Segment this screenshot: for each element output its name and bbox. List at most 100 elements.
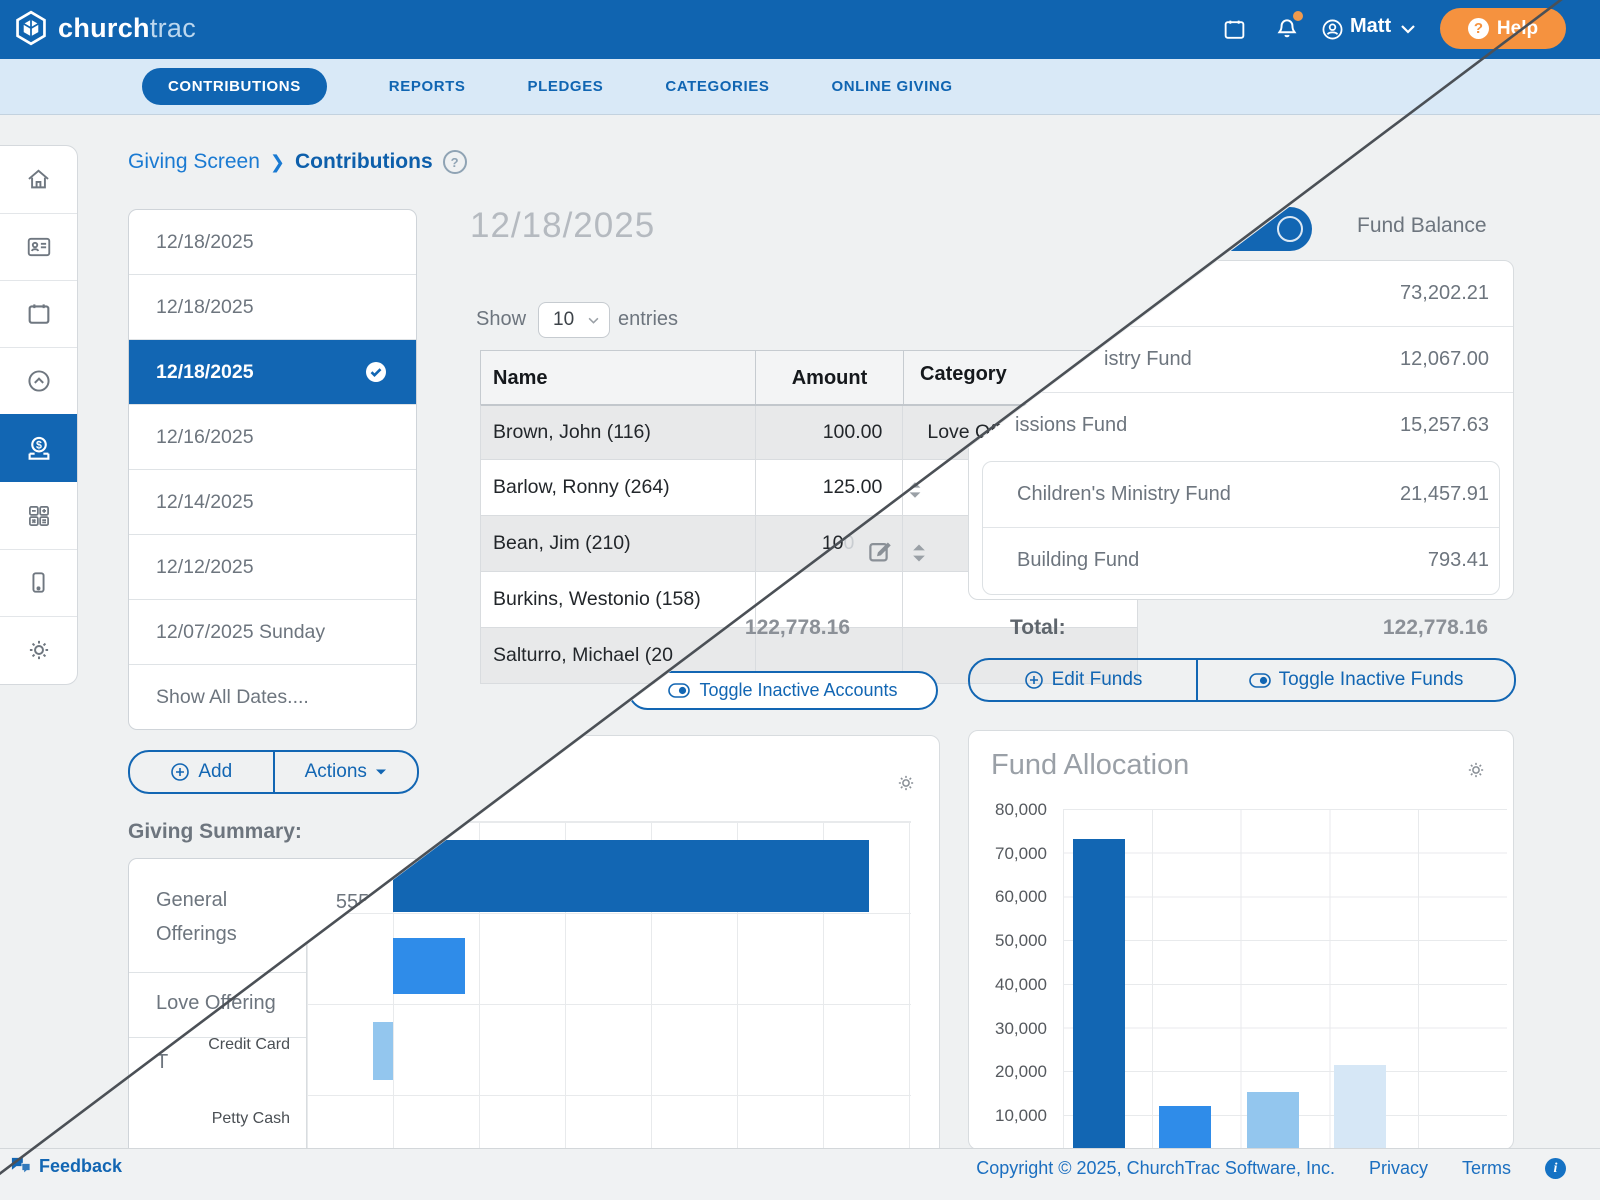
- churchtrac-logo-icon: [12, 9, 50, 47]
- edit-funds-button[interactable]: Edit Funds: [970, 660, 1196, 700]
- sidebar-item-calendar[interactable]: [0, 280, 77, 348]
- help-button[interactable]: ? Help: [1440, 8, 1566, 49]
- y-axis-tick: 80,000: [995, 800, 1047, 819]
- accounting-icon: [28, 505, 49, 526]
- y-axis-tick: 70,000: [995, 844, 1047, 863]
- date-list-item[interactable]: 12/16/2025: [129, 405, 416, 470]
- chart-settings-gear-icon[interactable]: [1465, 759, 1487, 781]
- batch-date-list: 12/18/2025 12/18/2025 12/18/2025 12/16/2…: [128, 209, 417, 730]
- breadcrumb-chevron-icon: ❯: [269, 151, 285, 172]
- info-icon[interactable]: i: [1545, 1158, 1566, 1179]
- fund-bar-4: [1334, 1065, 1386, 1148]
- breadcrumb: Giving Screen ❯ Contributions ?: [128, 150, 467, 174]
- privacy-link[interactable]: Privacy: [1368, 1158, 1428, 1178]
- fund-allocation-plot: [1063, 809, 1507, 1148]
- sidebar-item-home[interactable]: [0, 146, 77, 214]
- user-avatar-icon[interactable]: [1320, 17, 1345, 42]
- feedback-bubbles-icon: [11, 1157, 31, 1174]
- fund-row[interactable]: 73,202.21: [969, 261, 1513, 327]
- chart-settings-gear-icon[interactable]: [895, 772, 917, 794]
- fund-total-value: 122,778.16: [1382, 616, 1488, 639]
- terms-link[interactable]: Terms: [1462, 1158, 1511, 1178]
- sidebar-item-check-in[interactable]: [0, 347, 77, 415]
- y-axis-tick: 50,000: [995, 931, 1047, 950]
- date-list-item-selected[interactable]: 12/18/2025: [129, 340, 416, 405]
- fund-value: 73,202.21: [1400, 282, 1489, 304]
- category-chart-card: [306, 735, 940, 1150]
- breadcrumb-contributions: Contributions: [295, 150, 433, 173]
- fund-balance-toggle[interactable]: [1205, 207, 1312, 251]
- app-sidebar: $: [0, 145, 78, 685]
- sidebar-item-giving[interactable]: $: [0, 414, 77, 482]
- actions-dropdown-button[interactable]: Actions: [272, 752, 418, 792]
- entries-label: entries: [618, 308, 679, 330]
- fund-row[interactable]: Building Fund 793.41: [1017, 549, 1489, 571]
- fund-subcard: Children's Ministry Fund 21,457.91 Build…: [982, 461, 1500, 595]
- tab-contributions[interactable]: CONTRIBUTIONS: [142, 68, 327, 105]
- user-menu-caret-icon[interactable]: [1401, 24, 1415, 34]
- brand-word-trac: trac: [149, 12, 197, 43]
- sidebar-item-mobile[interactable]: [0, 549, 77, 617]
- date-list-item[interactable]: 12/12/2025: [129, 535, 416, 600]
- mobile-icon: [32, 572, 45, 593]
- brand-word-church: church: [58, 12, 150, 43]
- help-circle-icon[interactable]: ?: [442, 150, 467, 174]
- fund-row[interactable]: Children's Ministry Fund 21,457.91: [983, 462, 1499, 528]
- sidebar-item-people[interactable]: [0, 213, 77, 281]
- toggle-inactive-funds-button[interactable]: Toggle Inactive Funds: [1196, 660, 1514, 700]
- date-list-item[interactable]: 12/07/2025 Sunday: [129, 600, 416, 665]
- fund-allocation-title: Fund Allocation: [991, 749, 1190, 781]
- date-list-item[interactable]: 12/14/2025: [129, 470, 416, 535]
- notification-dot: [1293, 11, 1303, 21]
- svg-text:$: $: [36, 440, 42, 452]
- column-header-category-label: Category: [920, 363, 1007, 385]
- breadcrumb-giving-screen[interactable]: Giving Screen: [128, 150, 260, 173]
- date-list-item[interactable]: 12/18/2025: [129, 210, 416, 275]
- fund-row[interactable]: issions Fund 15,257.63: [1015, 414, 1489, 436]
- date-list-item[interactable]: 12/18/2025: [129, 275, 416, 340]
- chart-category-label: Petty Cash: [211, 1110, 290, 1127]
- cell-name: Bean, Jim (210): [481, 516, 756, 571]
- page-size-select[interactable]: 10: [538, 302, 610, 338]
- show-all-dates-item[interactable]: Show All Dates....: [156, 685, 309, 708]
- chevron-down-icon: [588, 317, 599, 324]
- add-button[interactable]: Add: [130, 752, 273, 792]
- y-axis-tick: 60,000: [995, 887, 1047, 906]
- footer-bar: Feedback Copyright © 2025, ChurchTrac So…: [0, 1148, 1600, 1200]
- tab-reports[interactable]: REPORTS: [388, 78, 466, 95]
- fund-value: 793.41: [1427, 549, 1489, 571]
- churchtrac-logo[interactable]: churchtrac: [12, 9, 196, 47]
- column-header-name[interactable]: Name: [481, 351, 756, 405]
- plus-circle-icon: [171, 763, 190, 781]
- calendar-topbar-icon[interactable]: [1222, 17, 1247, 42]
- tab-online-giving[interactable]: ONLINE GIVING: [831, 78, 953, 95]
- fund-allocation-card: Fund Allocation 80,000 70,000 60,000 50,…: [968, 730, 1514, 1150]
- giving-icon: $: [28, 436, 49, 460]
- home-icon: [28, 169, 49, 189]
- fund-value: 15,257.63: [1400, 414, 1489, 436]
- toggle-inactive-accounts-button[interactable]: Toggle Inactive Accounts: [628, 671, 938, 710]
- toggle-icon: [668, 683, 691, 698]
- fund-balance-card: 73,202.21 istry Fund 12,067.00 issions F…: [968, 260, 1514, 600]
- settings-gear-icon: [29, 640, 48, 659]
- feedback-link[interactable]: Feedback: [10, 1156, 122, 1177]
- page-title-date: 12/18/2025: [470, 206, 656, 245]
- page-size-value: 10: [553, 309, 575, 330]
- giving-summary-title: Giving Summary:: [128, 820, 302, 843]
- column-header-amount[interactable]: Amount: [756, 351, 904, 405]
- tab-pledges[interactable]: PLEDGES: [527, 78, 604, 95]
- fund-bar-1: [1073, 839, 1125, 1148]
- tab-categories[interactable]: CATEGORIES: [665, 78, 770, 95]
- chart-bar-1: [393, 840, 869, 912]
- sidebar-item-accounting[interactable]: [0, 482, 77, 550]
- contact-card-icon: [27, 237, 50, 256]
- cell-name: Brown, John (116): [481, 406, 756, 459]
- plus-circle-icon: [1024, 671, 1043, 689]
- user-name[interactable]: Matt: [1350, 15, 1392, 37]
- y-axis-tick: 10,000: [995, 1106, 1047, 1125]
- help-question-icon: ?: [1467, 18, 1489, 39]
- cell-name: Burkins, Westonio (158): [481, 572, 756, 627]
- date-actions-group: Add Actions: [128, 750, 419, 794]
- sidebar-item-settings[interactable]: [0, 616, 77, 683]
- toggle-icon: [1248, 672, 1271, 688]
